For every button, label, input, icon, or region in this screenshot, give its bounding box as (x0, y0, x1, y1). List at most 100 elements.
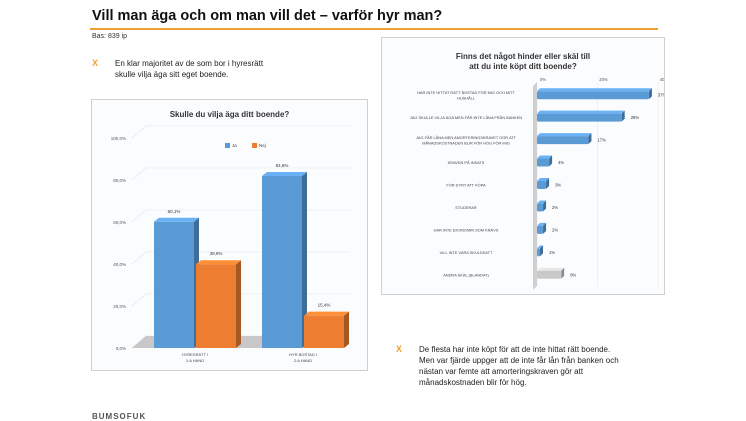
y-category-label: HAR INTE EKONOMIN SOM KRÄVS (434, 227, 499, 232)
gridline-diagonal (131, 209, 147, 223)
bar (537, 270, 562, 279)
bar-side (648, 88, 652, 100)
x-tick-label: 0% (540, 77, 546, 82)
bar-value-label: 60,1% (168, 209, 181, 214)
bar-top (537, 178, 550, 181)
legend-label: Nej (259, 143, 266, 148)
base-note: Bas: 839 ip (92, 33, 128, 40)
gridline-diagonal (131, 293, 147, 307)
bar-value-label: 37% (658, 93, 664, 98)
bar (537, 113, 622, 122)
bar-top (537, 267, 565, 271)
x-category-label: HYRESRÄTT I (182, 352, 208, 357)
bar-value-label: 4% (558, 160, 564, 165)
bar (537, 91, 649, 100)
bar-side (561, 267, 565, 279)
y-tick-label: 100,0% (111, 136, 126, 141)
x-tick-label: 20% (599, 77, 608, 82)
gridline-diagonal (131, 251, 147, 265)
bar-top (537, 245, 544, 249)
bar-value-label: 17% (597, 138, 606, 143)
title-underline (90, 28, 658, 30)
y-tick-label: 20,0% (113, 304, 126, 309)
chart-title: Skulle du vilja äga ditt boende? (169, 110, 290, 119)
y-category-label: MÅNADSKOSTNADEN BLIR FÖR HÖG FÖR MIG (422, 140, 510, 145)
bar-top (304, 311, 349, 316)
bar-value-label: 1% (549, 250, 555, 255)
y-tick-label: 80,0% (113, 178, 126, 183)
bar-top (537, 155, 553, 159)
bar-side (540, 245, 544, 257)
bar-side (236, 260, 241, 348)
left-note-line: En klar majoritet av de som bor i hyresr… (115, 59, 264, 68)
bar-value-label: 28% (631, 115, 640, 120)
y-category-label: HAR INTE HITTAT RÄTT BOSTAD FÖR MIG OCH … (417, 90, 515, 95)
bar-side (549, 155, 553, 167)
bar (537, 203, 544, 212)
bar (537, 225, 544, 234)
bar-side (302, 172, 307, 348)
bar-side (543, 222, 547, 234)
bar-value-label: 2% (552, 205, 558, 210)
bar-value-label: 84,6% (276, 163, 289, 168)
bar-top (196, 260, 241, 265)
bar-value-label: 3% (555, 183, 561, 188)
bar-side (588, 133, 592, 145)
y-category-label: JAG SKULLE VILJA ÄGA MEN FÅR INTE LÅNA F… (410, 115, 522, 120)
bar-value-label: 39,9% (210, 251, 223, 256)
y-tick-label: 0,0% (116, 346, 126, 351)
bar-top (154, 217, 199, 222)
bar-top (262, 172, 307, 177)
legend-swatch (252, 143, 257, 148)
bar (537, 158, 550, 167)
bar (154, 221, 194, 348)
bar-side (546, 178, 550, 189)
y-category-label: KRAVEN PÅ INSATS (448, 160, 485, 165)
bar-value-label: 2% (552, 227, 558, 232)
bar-top (537, 88, 652, 92)
bar-top (537, 110, 625, 114)
bar (537, 248, 541, 257)
x-category-label: 1:A HAND (186, 358, 204, 363)
y-category-label: FÖR DYRT ATT KÖPA (446, 183, 486, 188)
y-tick-label: 40,0% (113, 262, 126, 267)
page-title: Vill man äga och om man vill det – varfö… (92, 8, 443, 24)
right-note-line: månadskostnaden blir för hög. (419, 378, 527, 387)
gridline-diagonal (131, 167, 147, 181)
chart-title-line: Finns det något hinder eller skäl till (455, 52, 591, 61)
obstacles-bar-chart: 0% 20% 40% 37% HAR INTE HITTAT RÄTT BOSTAD F… (410, 77, 664, 290)
bar-top (537, 200, 547, 204)
bar-top (537, 222, 547, 226)
bar-side (543, 200, 547, 212)
bar-value-label: 15,4% (318, 303, 331, 308)
bar (537, 181, 547, 189)
chart-wall (533, 82, 537, 290)
bar-value-label: 8% (570, 272, 576, 277)
bar (262, 176, 302, 348)
obstacles-chart-panel: Finns det något hinder eller skäl till a… (381, 37, 665, 295)
bar-top (537, 133, 592, 137)
left-note-line: skulle vilja äga sitt eget boende. (115, 70, 229, 79)
bar-side (621, 110, 625, 122)
bar (537, 136, 589, 145)
y-category-label: STUDERAR (455, 205, 477, 210)
bar (196, 264, 236, 348)
bullet-marker: X (92, 58, 99, 68)
legend-label: Ja (232, 143, 237, 148)
bar (304, 315, 344, 348)
y-category-label: JAG FÅR LÅNA MEN AMORTERINGSKRAVET GÖR A… (416, 135, 517, 140)
right-note-line: Men var fjärde uppger att de inte får lå… (419, 356, 619, 365)
gridline-diagonal (131, 125, 147, 139)
left-note: En klar majoritet av de som bor i hyresr… (115, 58, 263, 80)
ownership-bar-chart: 0,0% 20,0% 40,0% 60,0% 80,0% 100,0% Ja Nej 60,1%… (111, 125, 350, 363)
x-tick-label: 40% (660, 77, 664, 82)
chart-title-line: att du inte köpt ditt boende? (469, 62, 577, 71)
y-tick-label: 60,0% (113, 220, 126, 225)
x-category-label: 2:A HAND (294, 358, 312, 363)
bar-side (344, 311, 349, 348)
ownership-chart-panel: Skulle du vilja äga ditt boende? 0,0% 20,… (91, 99, 368, 371)
y-category-label: ANDRA SKÄL (BLANDAT) (443, 272, 489, 277)
x-category-label: HYR BOSTAD I (289, 352, 317, 357)
footer-logo-text: BUMSOFUK (92, 412, 147, 421)
right-note-line: De flesta har inte köpt för att de inte … (419, 345, 611, 354)
